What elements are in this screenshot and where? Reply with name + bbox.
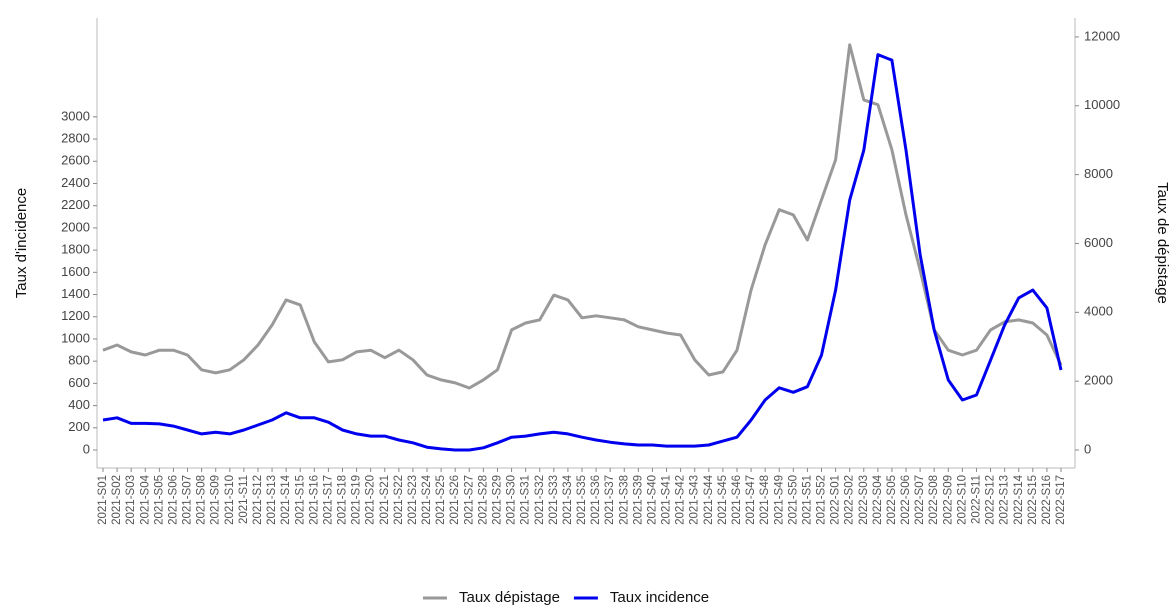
- y-tick-label: 2600: [61, 153, 90, 168]
- x-tick-label: 2021-S27: [463, 475, 475, 525]
- x-tick-label: 2021-S45: [717, 475, 729, 525]
- x-tick-label: 2022-S04: [872, 474, 884, 524]
- x-tick-label: 2021-S08: [196, 475, 208, 525]
- x-tick-label: 2021-S07: [182, 475, 194, 525]
- x-tick-label: 2021-S04: [139, 474, 151, 524]
- x-tick-label: 2021-S11: [238, 475, 250, 524]
- x-tick-label: 2021-S16: [308, 475, 320, 525]
- x-tick-label: 2021-S49: [773, 475, 785, 525]
- y-tick-label: 2400: [61, 175, 90, 190]
- x-tick-label: 2021-S50: [787, 475, 799, 525]
- x-tick-label: 2021-S52: [816, 475, 828, 525]
- x-tick-label: 2021-S18: [337, 475, 349, 525]
- x-tick-label: 2021-S01: [97, 475, 109, 525]
- x-tick-label: 2022-S03: [858, 475, 870, 525]
- y-tick-label: 1600: [61, 264, 90, 279]
- x-tick-label: 2021-S29: [492, 475, 504, 525]
- x-tick-label: 2021-S40: [646, 475, 658, 525]
- x-tick-label: 2021-S06: [167, 475, 179, 525]
- y-axis-title: Taux d'incidence: [13, 188, 30, 298]
- x-tick-label: 2021-S39: [632, 475, 644, 525]
- y-tick-label: 1000: [61, 330, 90, 345]
- x-tick-label: 2021-S42: [675, 475, 687, 525]
- x-tick-label: 2021-S13: [266, 475, 278, 525]
- x-tick-label: 2021-S25: [435, 475, 447, 525]
- x-tick-label: 2021-S34: [562, 474, 574, 524]
- x-tick-label: 2021-S03: [125, 475, 137, 525]
- x-tick-label: 2021-S12: [252, 475, 264, 525]
- y2-tick-label: 12000: [1084, 28, 1120, 43]
- legend-label: Taux dépistage: [459, 589, 560, 605]
- series-line: [102, 53, 1063, 452]
- x-tick-label: 2022-S07: [914, 475, 926, 525]
- x-tick-label: 2022-S11: [971, 475, 983, 524]
- series-line: [102, 43, 1063, 390]
- x-tick-label: 2022-S08: [928, 475, 940, 525]
- y-tick-label: 400: [68, 397, 90, 412]
- x-tick-label: 2021-S26: [449, 475, 461, 525]
- y2-axis-title: Taux de dépistage: [1154, 182, 1170, 304]
- y-tick-label: 0: [83, 441, 90, 456]
- x-tick-label: 2021-S30: [506, 475, 518, 525]
- y-tick-label: 1400: [61, 286, 90, 301]
- y-tick-label: 600: [68, 375, 90, 390]
- y-tick-label: 200: [68, 419, 90, 434]
- x-tick-label: 2022-S16: [1041, 475, 1053, 525]
- x-tick-label: 2021-S32: [534, 475, 546, 525]
- y2-tick-label: 6000: [1084, 235, 1113, 250]
- x-tick-label: 2022-S15: [1027, 475, 1039, 525]
- x-tick-label: 2021-S33: [548, 475, 560, 525]
- x-tick-label: 2021-S51: [801, 475, 813, 525]
- x-tick-label: 2022-S12: [985, 475, 997, 525]
- y-tick-label: 3000: [61, 108, 90, 123]
- x-tick-label: 2022-S06: [900, 475, 912, 525]
- y2-tick-label: 0: [1084, 441, 1091, 456]
- x-tick-label: 2021-S36: [590, 475, 602, 525]
- x-tick-label: 2021-S17: [322, 475, 334, 525]
- y2-tick-label: 2000: [1084, 373, 1113, 388]
- x-tick-label: 2021-S43: [689, 475, 701, 525]
- x-tick-label: 2021-S10: [224, 475, 236, 525]
- x-tick-label: 2022-S17: [1055, 475, 1067, 525]
- x-tick-label: 2022-S01: [830, 475, 842, 525]
- x-tick-label: 2021-S02: [111, 475, 123, 525]
- x-tick-label: 2022-S13: [999, 475, 1011, 525]
- x-tick-label: 2021-S28: [477, 475, 489, 525]
- x-tick-label: 2021-S23: [407, 475, 419, 525]
- x-tick-label: 2021-S41: [661, 475, 673, 525]
- y-tick-label: 800: [68, 353, 90, 368]
- y-tick-label: 1200: [61, 308, 90, 323]
- x-tick-label: 2021-S09: [210, 475, 222, 525]
- x-tick-label: 2021-S31: [520, 475, 532, 525]
- x-tick-label: 2021-S44: [703, 474, 715, 524]
- y2-tick-label: 10000: [1084, 97, 1120, 112]
- x-tick-label: 2021-S24: [421, 474, 433, 524]
- x-tick-label: 2021-S22: [393, 475, 405, 525]
- x-tick-label: 2021-S15: [294, 475, 306, 525]
- x-tick-label: 2021-S05: [153, 475, 165, 525]
- x-tick-label: 2022-S10: [956, 475, 968, 525]
- x-tick-label: 2021-S48: [759, 475, 771, 525]
- x-tick-label: 2021-S37: [604, 475, 616, 525]
- x-tick-label: 2021-S14: [280, 474, 292, 524]
- y-tick-label: 1800: [61, 242, 90, 257]
- legend-label: Taux incidence: [610, 589, 709, 605]
- x-tick-label: 2022-S14: [1013, 474, 1025, 524]
- x-tick-label: 2022-S05: [886, 475, 898, 525]
- x-tick-label: 2021-S38: [618, 475, 630, 525]
- y-tick-label: 2800: [61, 130, 90, 145]
- y2-tick-label: 4000: [1084, 304, 1113, 319]
- x-tick-label: 2021-S20: [365, 475, 377, 525]
- y-tick-label: 2200: [61, 197, 90, 212]
- x-tick-label: 2021-S47: [745, 475, 757, 525]
- x-tick-label: 2022-S02: [844, 475, 856, 525]
- x-tick-label: 2021-S19: [351, 475, 363, 525]
- y-tick-label: 2000: [61, 219, 90, 234]
- x-tick-label: 2022-S09: [942, 475, 954, 525]
- x-tick-label: 2021-S46: [731, 475, 743, 525]
- y2-tick-label: 8000: [1084, 166, 1113, 181]
- x-tick-label: 2021-S35: [576, 475, 588, 525]
- x-tick-label: 2021-S21: [379, 475, 391, 525]
